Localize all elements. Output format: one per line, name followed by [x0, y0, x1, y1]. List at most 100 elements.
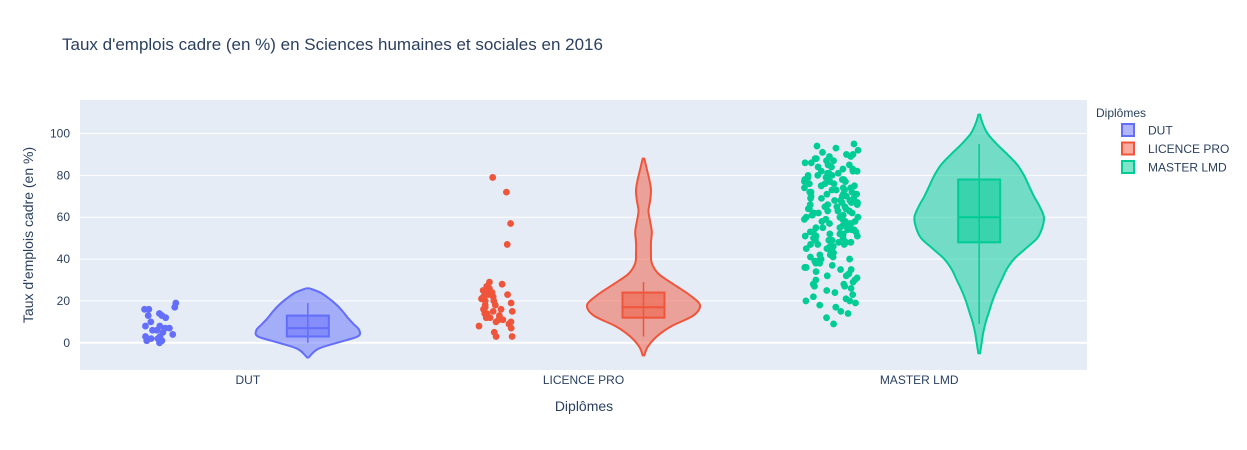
y-tick-label: 100 [50, 126, 70, 140]
legend-item-label: LICENCE PRO [1148, 142, 1229, 156]
data-point [850, 226, 858, 234]
data-point [812, 155, 820, 163]
data-point [831, 289, 839, 296]
data-point [854, 213, 862, 221]
data-point [842, 295, 850, 303]
data-point [819, 148, 826, 156]
data-point [804, 171, 812, 179]
x-tick-label: LICENCE PRO [543, 373, 624, 387]
legend-swatch [1121, 123, 1135, 137]
data-point [801, 232, 809, 240]
data-point [830, 320, 837, 328]
data-point [840, 280, 848, 288]
data-point [830, 157, 837, 165]
data-point [823, 272, 831, 280]
chart-title: Taux d'emplois cadre (en %) en Sciences … [62, 35, 603, 54]
data-point [507, 299, 515, 307]
data-point [819, 224, 827, 232]
data-point [806, 188, 814, 196]
data-point [854, 146, 862, 154]
data-point [828, 261, 836, 269]
data-point [801, 159, 809, 167]
data-point [490, 328, 498, 336]
data-point [818, 194, 825, 202]
violin-shape [585, 157, 702, 357]
data-point [507, 220, 514, 227]
x-axis-title: Diplômes [555, 398, 613, 414]
data-point [802, 264, 810, 271]
data-point [834, 169, 842, 177]
data-point [156, 310, 163, 317]
data-point [851, 182, 858, 190]
data-point [847, 266, 855, 273]
legend: Diplômes DUT LICENCE PRO MASTER LMD [1096, 106, 1229, 175]
y-tick-label: 0 [63, 336, 70, 350]
data-point [846, 255, 854, 263]
data-point [828, 186, 836, 194]
data-point [833, 203, 841, 211]
data-point [822, 215, 830, 223]
violin-traces [141, 113, 1046, 359]
data-point [849, 291, 857, 299]
data-point [835, 238, 843, 246]
x-axis-ticks: DUT LICENCE PRO MASTER LMD [235, 373, 958, 387]
data-point [839, 184, 847, 192]
data-point [475, 322, 483, 330]
data-point [849, 151, 857, 158]
data-point [802, 297, 810, 305]
data-point [831, 197, 838, 204]
data-point [847, 284, 855, 292]
y-tick-label: 20 [57, 294, 71, 308]
data-point [850, 140, 858, 148]
data-point [836, 230, 844, 238]
data-point [812, 224, 820, 232]
data-point [814, 163, 822, 171]
box [957, 178, 1002, 244]
data-point [147, 318, 155, 326]
box [621, 291, 666, 319]
gridlines [80, 132, 1087, 344]
data-point [823, 287, 831, 294]
data-point [837, 266, 844, 273]
data-point [812, 268, 820, 276]
data-point [507, 318, 515, 326]
x-tick-label: MASTER LMD [880, 373, 959, 387]
data-point [495, 312, 503, 319]
data-point [149, 326, 156, 334]
data-point [845, 161, 853, 169]
y-tick-label: 40 [57, 252, 71, 266]
data-point [503, 241, 511, 248]
data-point [825, 153, 833, 160]
data-point [802, 213, 810, 221]
data-point [508, 307, 516, 315]
data-point [147, 335, 155, 343]
data-point [497, 305, 505, 313]
data-point [801, 184, 808, 192]
data-point [172, 299, 180, 307]
data-point [169, 331, 177, 338]
data-point [825, 169, 833, 177]
y-tick-label: 60 [57, 210, 71, 224]
data-point [806, 201, 814, 209]
data-point [823, 314, 830, 322]
data-point [144, 312, 152, 319]
data-point [839, 211, 847, 219]
data-point [809, 293, 817, 301]
legend-swatch [1121, 160, 1135, 174]
data-point [826, 243, 834, 250]
data-point [812, 276, 820, 284]
data-point [816, 251, 824, 259]
data-point [832, 303, 840, 311]
trace-master-lmd [800, 113, 1046, 355]
data-point [142, 333, 149, 340]
trace-licence-pro [475, 157, 702, 357]
data-point [837, 307, 845, 315]
data-point [161, 324, 169, 332]
legend-item-label: MASTER LMD [1148, 161, 1227, 175]
data-point [503, 188, 510, 196]
data-point [823, 190, 831, 198]
data-point [807, 241, 814, 248]
data-point [802, 245, 810, 253]
data-point [156, 322, 164, 330]
